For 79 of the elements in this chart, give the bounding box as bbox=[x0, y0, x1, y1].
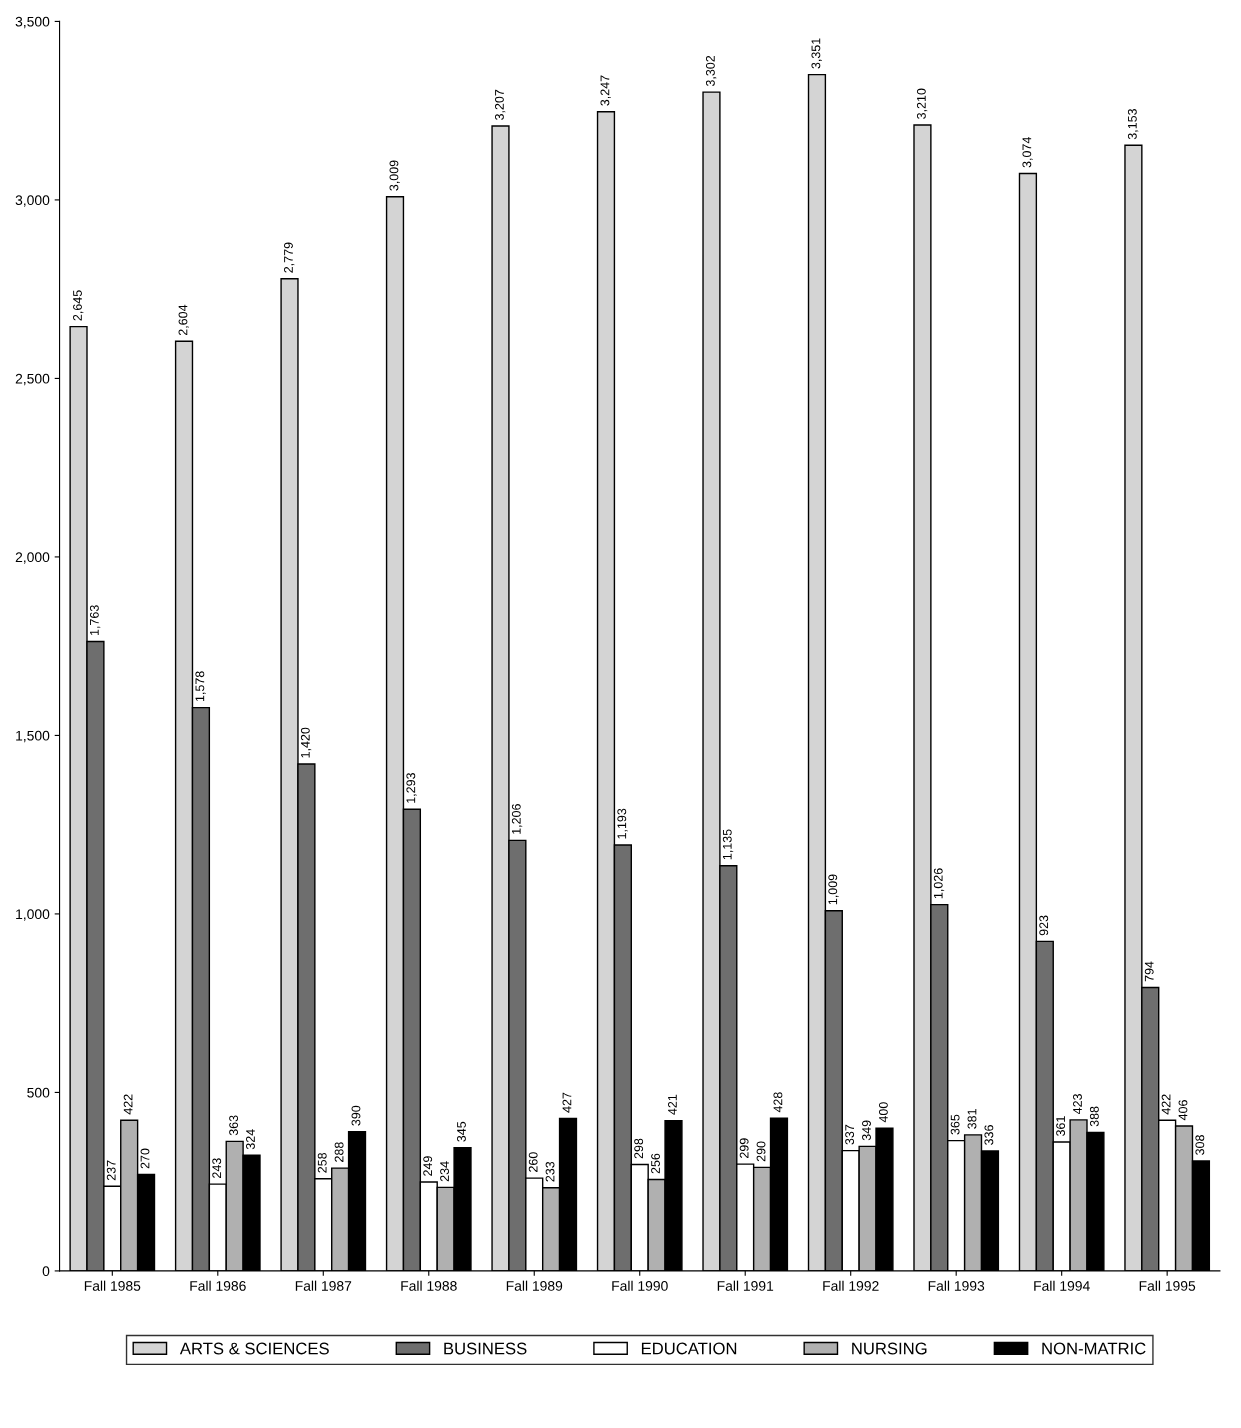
data-label: 428 bbox=[773, 1092, 783, 1113]
data-label: 243 bbox=[212, 1158, 222, 1178]
data-label: 1,193 bbox=[617, 808, 628, 839]
data-label: 1,420 bbox=[300, 727, 312, 758]
data-label: 421 bbox=[667, 1094, 677, 1115]
data-label: 1,135 bbox=[722, 829, 734, 860]
y-tick-label: 1,500 bbox=[16, 730, 50, 743]
data-label: 270 bbox=[140, 1148, 150, 1169]
data-label: 298 bbox=[634, 1138, 644, 1159]
data-label: 406 bbox=[1178, 1100, 1188, 1121]
x-tick-label: Fall 1994 bbox=[1034, 1280, 1090, 1291]
x-tick-label: Fall 1995 bbox=[1139, 1280, 1196, 1291]
data-label: 794 bbox=[1144, 961, 1154, 982]
data-label: 2,604 bbox=[178, 304, 189, 336]
data-label: 3,074 bbox=[1022, 137, 1033, 168]
data-label: 365 bbox=[950, 1114, 960, 1135]
data-label: 308 bbox=[1195, 1135, 1205, 1155]
y-tick-label: 500 bbox=[27, 1087, 50, 1098]
data-label: 381 bbox=[967, 1109, 977, 1129]
legend-label: EDUCATION bbox=[641, 1342, 737, 1355]
x-tick-label: Fall 1993 bbox=[928, 1280, 985, 1291]
data-label: 422 bbox=[123, 1094, 133, 1115]
data-label: 249 bbox=[423, 1156, 433, 1176]
data-label: 233 bbox=[545, 1161, 555, 1182]
y-tick-label: 2,000 bbox=[15, 552, 50, 564]
data-label: 422 bbox=[1161, 1094, 1171, 1115]
x-tick-label: Fall 1989 bbox=[506, 1280, 563, 1291]
data-label: 336 bbox=[984, 1125, 994, 1145]
data-label: 390 bbox=[351, 1105, 361, 1126]
y-tick-label: 0 bbox=[42, 1266, 50, 1277]
x-tick-label: Fall 1992 bbox=[823, 1280, 879, 1291]
data-label: 1,578 bbox=[195, 671, 206, 702]
data-label: 3,302 bbox=[705, 55, 717, 87]
data-label: 3,207 bbox=[495, 89, 506, 120]
x-tick-label: Fall 1991 bbox=[717, 1280, 774, 1291]
data-label: 256 bbox=[651, 1153, 660, 1174]
x-tick-label: Fall 1990 bbox=[612, 1280, 668, 1291]
data-label: 3,153 bbox=[1127, 109, 1139, 140]
x-tick-label: Fall 1986 bbox=[190, 1280, 246, 1291]
data-label: 237 bbox=[106, 1160, 116, 1181]
x-tick-label: Fall 1987 bbox=[295, 1280, 352, 1291]
data-label: 423 bbox=[1073, 1094, 1082, 1115]
data-label: 345 bbox=[457, 1121, 466, 1142]
data-label: 1,763 bbox=[89, 605, 101, 636]
data-label: 324 bbox=[246, 1129, 255, 1150]
y-tick-label: 3,500 bbox=[15, 16, 50, 29]
data-label: 258 bbox=[317, 1152, 327, 1173]
data-label: 234 bbox=[440, 1161, 449, 1182]
data-label: 299 bbox=[739, 1138, 749, 1158]
data-label: 288 bbox=[334, 1142, 344, 1162]
data-label: 3,351 bbox=[811, 38, 822, 69]
data-label: 400 bbox=[878, 1102, 888, 1123]
y-tick-label: 1,000 bbox=[16, 909, 50, 921]
data-label: 2,645 bbox=[73, 290, 84, 321]
data-label: 427 bbox=[562, 1092, 572, 1113]
legend-label: NON-MATRIC bbox=[1042, 1342, 1146, 1355]
legend-label: NURSING bbox=[852, 1342, 927, 1355]
data-label: 388 bbox=[1089, 1106, 1099, 1127]
data-label: 923 bbox=[1039, 915, 1049, 936]
data-label: 1,009 bbox=[828, 874, 839, 905]
data-label: 1,026 bbox=[933, 868, 945, 899]
data-label: 2,779 bbox=[284, 242, 295, 273]
data-label: 3,009 bbox=[389, 160, 400, 191]
data-label: 361 bbox=[1056, 1116, 1066, 1137]
legend-label: BUSINESS bbox=[444, 1342, 527, 1355]
y-tick-label: 2,500 bbox=[15, 373, 50, 386]
data-label: 3,210 bbox=[916, 88, 928, 119]
data-label: 349 bbox=[862, 1120, 871, 1141]
x-tick-label: Fall 1985 bbox=[84, 1280, 141, 1291]
data-label: 3,247 bbox=[600, 75, 611, 106]
data-label: 260 bbox=[528, 1152, 538, 1172]
legend-label: ARTS & SCIENCES bbox=[179, 1342, 329, 1355]
y-tick-label: 3,000 bbox=[15, 195, 50, 207]
data-label: 337 bbox=[845, 1124, 855, 1145]
data-label: 1,293 bbox=[406, 773, 417, 803]
data-label: 1,206 bbox=[511, 804, 523, 834]
data-label: 363 bbox=[229, 1115, 239, 1136]
x-tick-label: Fall 1988 bbox=[401, 1280, 457, 1291]
data-label: 290 bbox=[756, 1141, 766, 1162]
